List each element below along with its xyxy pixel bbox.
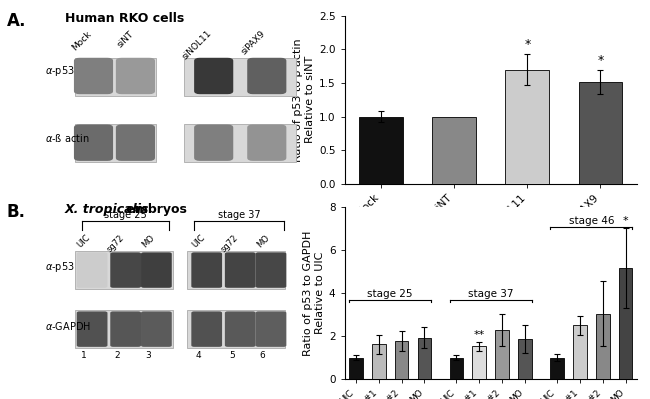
FancyBboxPatch shape bbox=[191, 311, 222, 347]
Text: X. tropicalis: X. tropicalis bbox=[65, 203, 150, 217]
Text: **: ** bbox=[474, 330, 485, 340]
Text: MO: MO bbox=[255, 233, 271, 249]
Text: *: * bbox=[597, 54, 604, 67]
Bar bbox=[432, 117, 476, 184]
FancyBboxPatch shape bbox=[194, 124, 233, 161]
Text: $\alpha$-ß actin: $\alpha$-ß actin bbox=[45, 132, 89, 144]
Text: *: * bbox=[623, 216, 629, 226]
Bar bbox=[395, 341, 408, 379]
Bar bbox=[185, 124, 296, 162]
Text: siPAX9: siPAX9 bbox=[239, 29, 266, 57]
Text: sg72: sg72 bbox=[220, 233, 240, 254]
Bar bbox=[372, 344, 385, 379]
Text: 6: 6 bbox=[260, 351, 265, 360]
Text: stage 37: stage 37 bbox=[468, 288, 514, 298]
FancyBboxPatch shape bbox=[255, 311, 287, 347]
FancyBboxPatch shape bbox=[77, 253, 107, 288]
Bar bbox=[75, 124, 157, 162]
Bar bbox=[359, 117, 403, 184]
Bar bbox=[578, 82, 623, 184]
Text: 1: 1 bbox=[81, 351, 86, 360]
FancyBboxPatch shape bbox=[191, 253, 222, 288]
Text: stage 25: stage 25 bbox=[104, 210, 147, 220]
FancyBboxPatch shape bbox=[141, 253, 172, 288]
Text: sg72: sg72 bbox=[105, 233, 125, 254]
FancyBboxPatch shape bbox=[141, 311, 172, 347]
Text: Mock: Mock bbox=[70, 29, 94, 52]
Text: $\alpha$-p53: $\alpha$-p53 bbox=[45, 64, 74, 79]
Text: $\alpha$-p53: $\alpha$-p53 bbox=[45, 260, 74, 274]
Y-axis label: Ratio of p53 to GAPDH
Relative to UIC: Ratio of p53 to GAPDH Relative to UIC bbox=[303, 231, 325, 356]
Bar bbox=[473, 346, 486, 379]
Y-axis label: Ratio of p53 to β actin
Relative to siNT: Ratio of p53 to β actin Relative to siNT bbox=[293, 38, 315, 162]
FancyBboxPatch shape bbox=[116, 58, 155, 94]
Bar bbox=[75, 58, 157, 96]
Bar bbox=[550, 358, 564, 379]
Text: UIC: UIC bbox=[75, 233, 92, 250]
Text: siNT: siNT bbox=[115, 29, 135, 49]
Bar bbox=[349, 358, 363, 379]
Bar bbox=[573, 326, 587, 379]
Bar bbox=[518, 339, 532, 379]
FancyBboxPatch shape bbox=[225, 253, 255, 288]
FancyBboxPatch shape bbox=[74, 124, 113, 161]
Bar bbox=[185, 58, 296, 96]
Text: siNOL11: siNOL11 bbox=[181, 29, 214, 62]
Bar bbox=[495, 330, 509, 379]
FancyBboxPatch shape bbox=[77, 311, 107, 347]
Text: UIC: UIC bbox=[190, 233, 207, 250]
FancyBboxPatch shape bbox=[247, 124, 287, 161]
Text: MO: MO bbox=[140, 233, 157, 249]
FancyBboxPatch shape bbox=[194, 58, 233, 94]
Text: 3: 3 bbox=[145, 351, 151, 360]
Bar bbox=[450, 358, 463, 379]
FancyBboxPatch shape bbox=[116, 124, 155, 161]
FancyBboxPatch shape bbox=[225, 311, 255, 347]
Text: *: * bbox=[524, 38, 530, 51]
FancyBboxPatch shape bbox=[247, 58, 287, 94]
FancyBboxPatch shape bbox=[74, 58, 113, 94]
Text: stage 37: stage 37 bbox=[218, 210, 260, 220]
Bar bbox=[506, 69, 549, 184]
Text: $\alpha$-GAPDH: $\alpha$-GAPDH bbox=[45, 320, 90, 332]
Text: Human RKO cells: Human RKO cells bbox=[65, 12, 184, 25]
Text: 2: 2 bbox=[114, 351, 120, 360]
Text: stage 25: stage 25 bbox=[367, 288, 413, 298]
FancyBboxPatch shape bbox=[111, 311, 141, 347]
Text: stage 46: stage 46 bbox=[569, 216, 614, 226]
Bar bbox=[417, 338, 432, 379]
Bar bbox=[619, 268, 632, 379]
Text: embryos: embryos bbox=[122, 203, 187, 217]
Text: B.: B. bbox=[6, 203, 25, 221]
Bar bbox=[596, 314, 610, 379]
FancyBboxPatch shape bbox=[111, 253, 141, 288]
FancyBboxPatch shape bbox=[255, 253, 287, 288]
Text: 5: 5 bbox=[229, 351, 235, 360]
Text: A.: A. bbox=[6, 12, 26, 30]
Text: 4: 4 bbox=[196, 351, 201, 360]
